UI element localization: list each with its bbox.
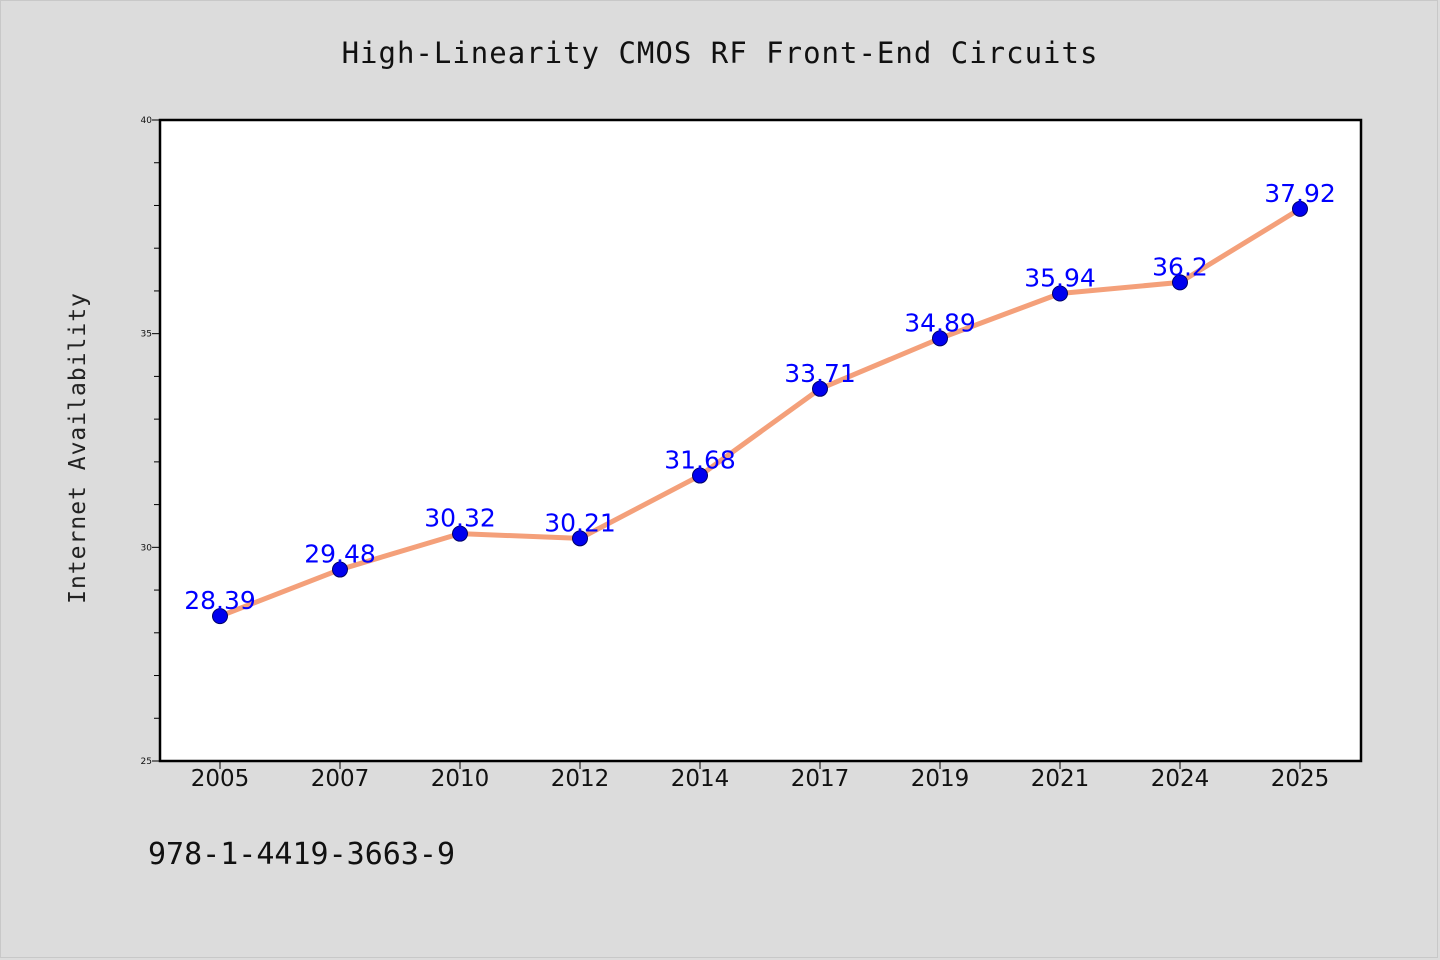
y-axis-label: Internet Availability: [65, 292, 91, 604]
x-tick-label: 2025: [1271, 766, 1330, 792]
data-label: 28.39: [184, 586, 256, 615]
x-tick-label: 2010: [431, 766, 490, 792]
data-label: 37.92: [1264, 179, 1336, 208]
data-point: [1292, 200, 1308, 217]
data-label: 29.48: [304, 540, 376, 569]
x-tick-label: 2014: [671, 766, 730, 792]
series-line-group: [217, 206, 1303, 619]
plot-area: [158, 118, 1363, 763]
y-axis: 25 30 35 40: [141, 116, 160, 767]
y-tick-label: 35: [141, 330, 152, 340]
data-point: [332, 561, 348, 578]
data-point: [452, 525, 468, 542]
x-tick-label: 2019: [911, 766, 970, 792]
chart-title: High-Linearity CMOS RF Front-End Circuit…: [342, 36, 1099, 70]
data-label: 31.68: [664, 446, 736, 475]
data-point: [812, 380, 828, 397]
data-label: 33.71: [784, 359, 856, 388]
x-tick-label: 2012: [551, 766, 610, 792]
x-tick-label: 2021: [1031, 766, 1090, 792]
data-label: 30.32: [424, 504, 496, 533]
data-labels: 28.39 29.48 30.32 30.21 31.68 33.71 34.89 35.94…: [184, 179, 1336, 615]
data-label: 35.94: [1024, 263, 1096, 292]
data-label: 30.21: [544, 508, 616, 537]
y-tick-label: 25: [141, 757, 152, 767]
data-point: [572, 530, 588, 547]
x-tick-label: 2007: [311, 766, 370, 792]
x-tick-label: 2005: [191, 766, 250, 792]
data-point: [932, 330, 948, 347]
x-tick-label: 2024: [1151, 766, 1210, 792]
data-points: [212, 200, 1308, 625]
data-point: [1172, 274, 1188, 291]
data-label: 36.2: [1152, 252, 1208, 281]
data-point: [1052, 285, 1068, 302]
series-line: [217, 206, 1303, 619]
y-tick-label: 40: [141, 116, 153, 126]
x-tick-label: 2017: [791, 766, 850, 792]
y-tick-label: 30: [141, 543, 153, 553]
x-axis: 2005 2007 2010 2012 2014 2017 2019 2021 2024 2025: [191, 761, 1330, 792]
isbn-text: 978-1-4419-3663-9: [148, 837, 455, 872]
data-point: [692, 467, 708, 484]
data-point: [212, 608, 228, 625]
data-label: 34.89: [904, 308, 976, 337]
